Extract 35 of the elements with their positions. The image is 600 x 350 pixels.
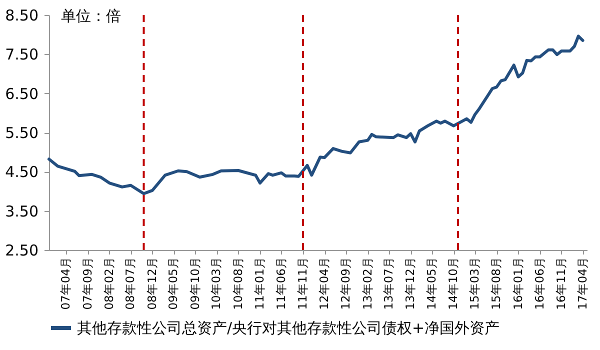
x-tick-label: 16年11月 (554, 256, 568, 310)
y-tick-label: 3.50 (5, 202, 38, 220)
x-tick-label: 15年03月 (467, 256, 482, 310)
x-tick-label: 07年04月 (58, 256, 73, 310)
x-tick-label: 14年10月 (446, 256, 460, 310)
x-tick-label: 13年12月 (403, 256, 418, 310)
x-tick-label: 11年06月 (274, 256, 288, 310)
legend-label: 其他存款性公司总资产/央行对其他存款性公司债权+净国外资产 (77, 319, 500, 337)
x-tick-label: 11年11月 (296, 256, 310, 310)
x-tick-label: 10年08月 (230, 256, 245, 310)
x-tick-label: 14年05月 (424, 256, 438, 310)
x-tick-label: 09年10月 (188, 256, 202, 310)
x-tick-label: 07年09月 (80, 256, 94, 310)
x-tick-label: 12年04月 (317, 256, 332, 310)
y-tick-label: 7.50 (5, 46, 38, 64)
line-series (48, 34, 584, 196)
x-tick-label: 16年06月 (532, 256, 546, 310)
x-tick-label: 11年01月 (252, 256, 267, 310)
x-tick-label: 15年08月 (489, 256, 504, 310)
x-tick-label: 08年12月 (144, 256, 159, 310)
y-tick-label: 2.50 (5, 242, 38, 260)
x-tick-label: 08年02月 (102, 256, 116, 310)
x-tick-label: 12年09月 (338, 256, 353, 310)
x-tick-label: 17年04月 (575, 256, 590, 310)
x-tick-label: 10年03月 (209, 256, 224, 310)
x-tick-label: 09年05月 (166, 256, 180, 310)
x-tick-label: 16年01月 (510, 256, 525, 310)
y-tick-label: 5.50 (5, 124, 38, 142)
y-tick-label: 4.50 (5, 163, 38, 182)
y-tick-label: 6.50 (5, 84, 38, 103)
x-tick-label: 13年02月 (360, 256, 374, 310)
y-tick-label: 8.50 (5, 6, 38, 24)
x-tick-label: 13年07月 (382, 256, 396, 310)
annotation: 单位：倍 (61, 7, 121, 25)
x-tick-label: 08年07月 (123, 256, 138, 310)
